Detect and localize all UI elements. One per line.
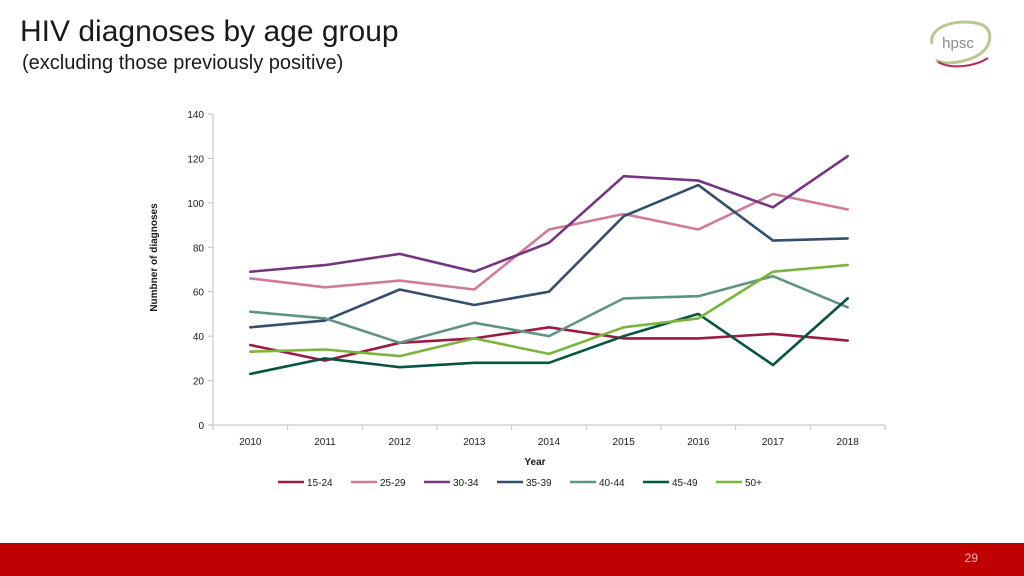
y-tick-label: 20 [193, 377, 205, 388]
series-line-40-44 [249, 274, 850, 345]
series-line-15-24 [249, 325, 850, 362]
series-line-25-29 [249, 192, 850, 291]
x-tick-label: 2011 [314, 437, 336, 448]
y-axis-title: Numbner of diagnoses [149, 203, 160, 312]
logo-swoosh-icon [930, 20, 992, 65]
y-tick-label: 80 [193, 243, 205, 254]
x-axis-title: Year [524, 457, 545, 468]
series-line-45-49 [249, 297, 850, 376]
line-chart: 0 20 40 60 80 100 120 140 2010 2011 2012 2013 2014 20… [149, 110, 886, 489]
legend-label: 35-39 [526, 478, 552, 489]
x-tick-label: 2017 [762, 437, 785, 448]
y-tick-label: 40 [193, 332, 205, 343]
x-tick-label: 2016 [687, 437, 710, 448]
footer-bar [0, 543, 1024, 576]
page-number: 29 [964, 551, 978, 565]
y-tick-label: 0 [198, 421, 204, 432]
hpsc-logo: hpsc [930, 20, 992, 68]
y-tick-label: 120 [187, 154, 204, 165]
legend-label: 30-34 [453, 478, 479, 489]
x-tick-label: 2013 [463, 437, 486, 448]
legend-label: 40-44 [599, 478, 625, 489]
legend-label: 45-49 [672, 478, 698, 489]
legend-label: 15-24 [307, 478, 333, 489]
y-tick-label: 60 [193, 288, 205, 299]
series-line-30-34 [249, 154, 850, 274]
legend-label: 50+ [745, 478, 762, 489]
x-tick-label: 2015 [613, 437, 636, 448]
y-tick-label: 140 [187, 110, 204, 121]
logo-text: hpsc [942, 35, 974, 52]
series-line-35-39 [249, 183, 850, 329]
x-tick-label: 2010 [239, 437, 262, 448]
slide-title: HIV diagnoses by age group [20, 15, 399, 48]
x-tick-label: 2018 [837, 437, 860, 448]
legend-label: 25-29 [380, 478, 406, 489]
y-tick-label: 100 [187, 199, 204, 210]
x-tick-label: 2014 [538, 437, 561, 448]
slide-subtitle: (excluding those previously positive) [22, 52, 344, 74]
logo-swoosh-accent-icon [937, 57, 989, 68]
x-tick-label: 2012 [389, 437, 412, 448]
series-line-50plus [249, 263, 850, 358]
